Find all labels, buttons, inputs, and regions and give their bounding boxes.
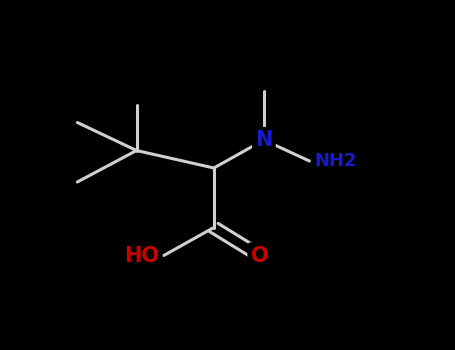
Text: O: O — [251, 245, 268, 266]
Text: N: N — [255, 130, 273, 150]
Text: HO: HO — [124, 245, 159, 266]
Text: NH2: NH2 — [314, 152, 356, 170]
